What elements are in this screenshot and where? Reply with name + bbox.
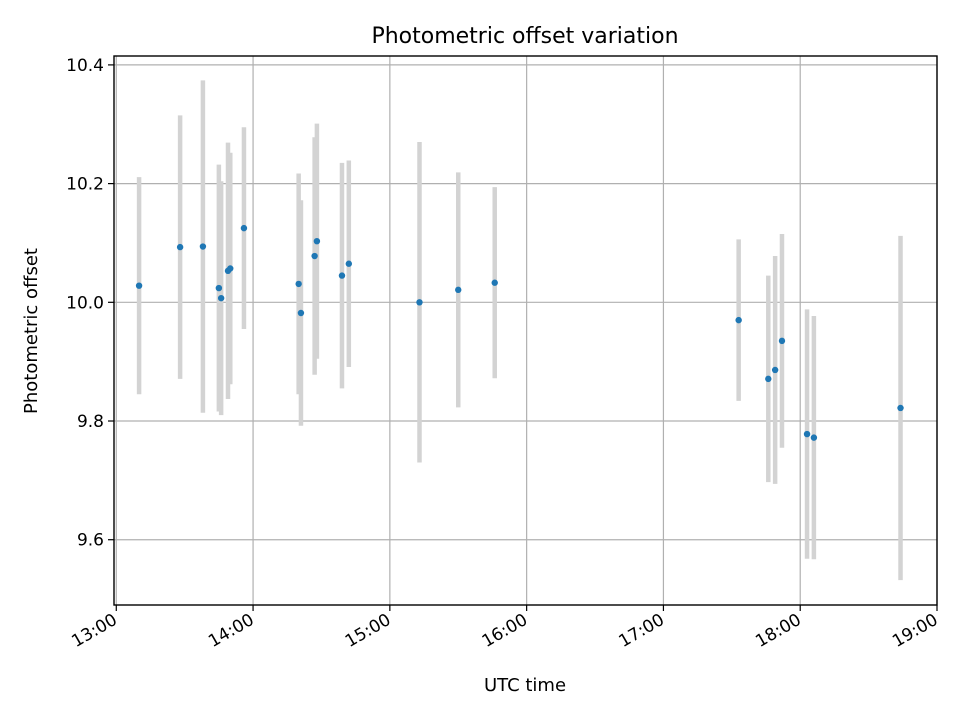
y-axis-label: Photometric offset xyxy=(21,248,42,414)
y-tick-label: 10.0 xyxy=(66,293,104,313)
y-tick-label: 9.6 xyxy=(77,531,104,551)
data-point xyxy=(735,316,742,324)
y-tick-label: 10.4 xyxy=(66,56,104,76)
data-point xyxy=(491,279,498,286)
data-point xyxy=(227,265,234,272)
data-point xyxy=(897,404,904,412)
data-point xyxy=(313,237,321,245)
data-point xyxy=(295,280,302,288)
data-point xyxy=(338,272,346,279)
data-point xyxy=(345,260,353,267)
data-point xyxy=(135,282,143,289)
data-point xyxy=(215,284,223,292)
chart-title: Photometric offset variation xyxy=(371,24,678,49)
data-point xyxy=(810,434,818,441)
plot-frame xyxy=(113,55,938,606)
data-point xyxy=(176,243,184,251)
data-point xyxy=(765,375,772,383)
data-point xyxy=(297,309,305,317)
data-point xyxy=(803,430,811,438)
y-tick-label: 10.2 xyxy=(66,175,104,195)
data-point xyxy=(240,224,248,232)
data-point xyxy=(199,243,207,250)
data-point xyxy=(455,286,462,294)
data-point xyxy=(311,252,318,260)
y-tick-label: 9.8 xyxy=(77,412,104,432)
data-point xyxy=(778,337,786,345)
data-points xyxy=(135,224,904,441)
y-axis-ticks: 9.6 9.8 10.0 10.2 10.4 xyxy=(66,56,114,551)
data-point xyxy=(217,294,225,302)
data-point xyxy=(416,299,423,306)
data-point xyxy=(771,366,779,374)
x-axis-label: UTC time xyxy=(484,675,566,696)
